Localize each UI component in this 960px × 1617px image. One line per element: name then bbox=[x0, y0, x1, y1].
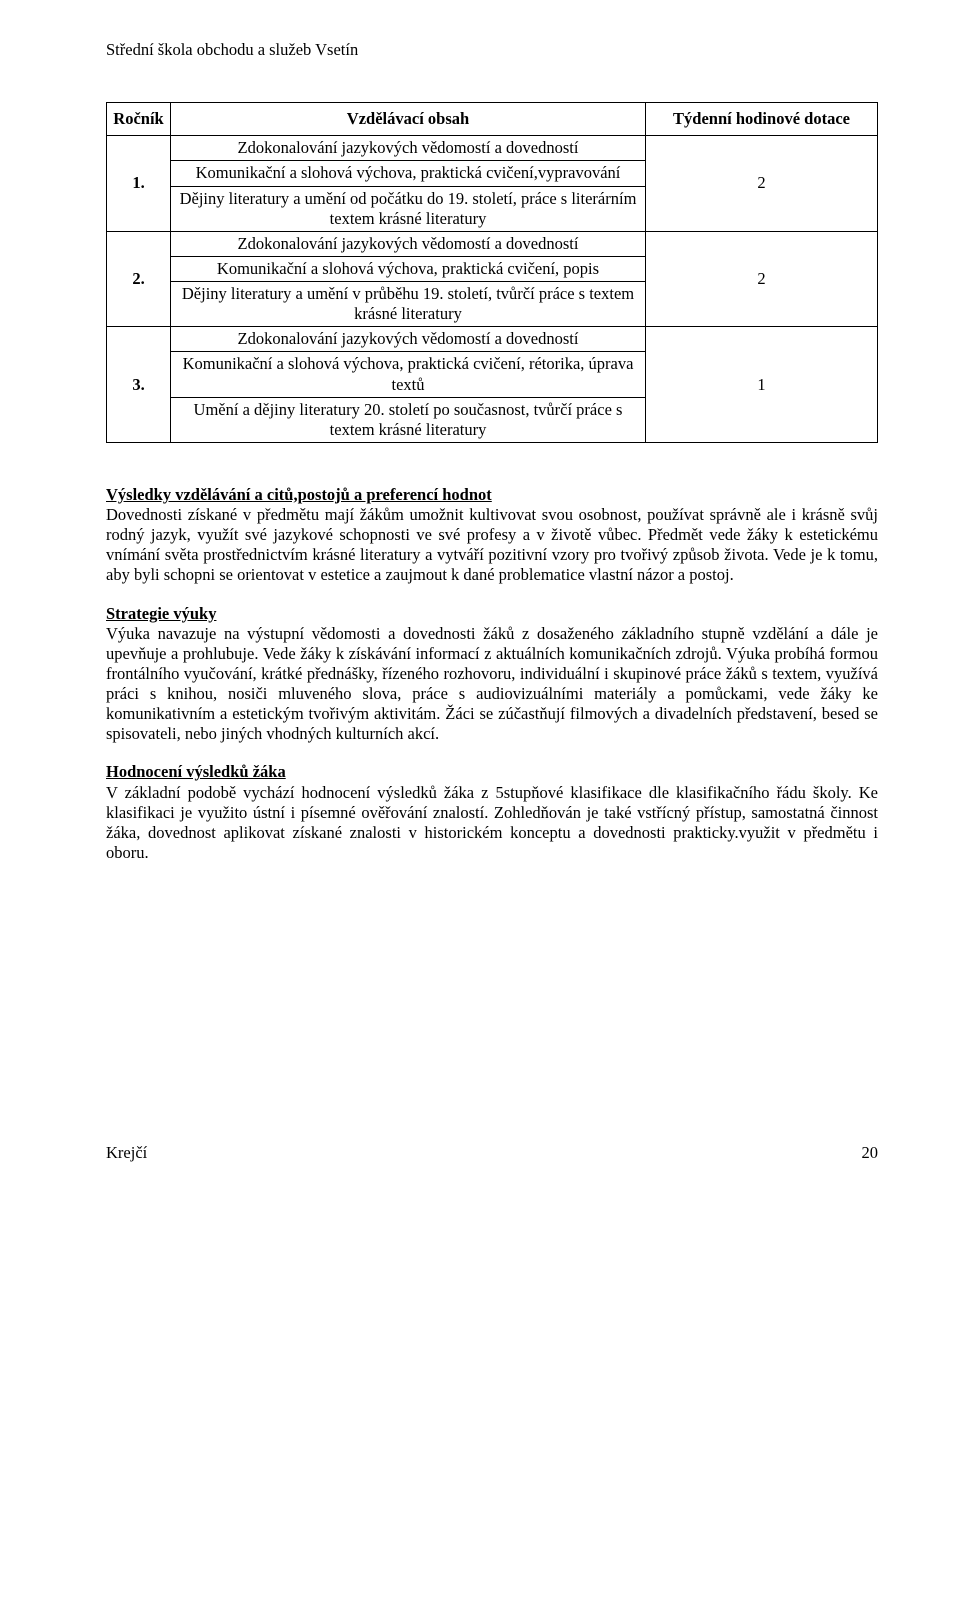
page-footer: Krejčí 20 bbox=[106, 1143, 878, 1163]
section-strategie: Strategie výuky Výuka navazuje na výstup… bbox=[106, 604, 878, 745]
content-line: Zdokonalování jazykových vědomostí a dov… bbox=[171, 136, 645, 161]
table-row: 1. Zdokonalování jazykových vědomostí a … bbox=[107, 136, 878, 232]
row-number: 3. bbox=[107, 327, 171, 443]
row-dotace: 1 bbox=[646, 327, 878, 443]
content-line: Umění a dějiny literatury 20. století po… bbox=[171, 397, 645, 442]
section-body: Výuka navazuje na výstupní vědomosti a d… bbox=[106, 624, 878, 744]
content-line: Dějiny literatury a umění v průběhu 19. … bbox=[171, 282, 645, 327]
row-number: 1. bbox=[107, 136, 171, 232]
table-row: 2. Zdokonalování jazykových vědomostí a … bbox=[107, 231, 878, 327]
section-title: Hodnocení výsledků žáka bbox=[106, 762, 286, 781]
section-title: Strategie výuky bbox=[106, 604, 216, 623]
content-line: Dějiny literatury a umění od počátku do … bbox=[171, 186, 645, 231]
page-header: Střední škola obchodu a služeb Vsetín bbox=[106, 40, 878, 60]
col-header-rocnik: Ročník bbox=[107, 103, 171, 136]
section-body: Dovednosti získané v předmětu mají žákům… bbox=[106, 505, 878, 584]
row-content: Zdokonalování jazykových vědomostí a dov… bbox=[171, 327, 646, 443]
row-number: 2. bbox=[107, 231, 171, 327]
section-vysledky: Výsledky vzdělávání a citů,postojů a pre… bbox=[106, 485, 878, 586]
section-hodnoceni: Hodnocení výsledků žáka V základní podob… bbox=[106, 762, 878, 863]
content-line: Komunikační a slohová výchova, praktická… bbox=[171, 161, 645, 186]
content-line: Komunikační a slohová výchova, praktická… bbox=[171, 256, 645, 281]
row-content: Zdokonalování jazykových vědomostí a dov… bbox=[171, 231, 646, 327]
content-line: Zdokonalování jazykových vědomostí a dov… bbox=[171, 327, 645, 352]
footer-left: Krejčí bbox=[106, 1143, 147, 1163]
section-title: Výsledky vzdělávání a citů,postojů a pre… bbox=[106, 485, 492, 504]
table-row: 3. Zdokonalování jazykových vědomostí a … bbox=[107, 327, 878, 443]
col-header-dotace: Týdenní hodinové dotace bbox=[646, 103, 878, 136]
row-dotace: 2 bbox=[646, 136, 878, 232]
row-content: Zdokonalování jazykových vědomostí a dov… bbox=[171, 136, 646, 232]
content-line: Komunikační a slohová výchova, praktická… bbox=[171, 352, 645, 397]
section-body: V základní podobě vychází hodnocení výsl… bbox=[106, 783, 878, 862]
col-header-obsah: Vzdělávací obsah bbox=[171, 103, 646, 136]
content-line: Zdokonalování jazykových vědomostí a dov… bbox=[171, 232, 645, 257]
curriculum-table: Ročník Vzdělávací obsah Týdenní hodinové… bbox=[106, 102, 878, 443]
footer-page-number: 20 bbox=[862, 1143, 879, 1163]
row-dotace: 2 bbox=[646, 231, 878, 327]
